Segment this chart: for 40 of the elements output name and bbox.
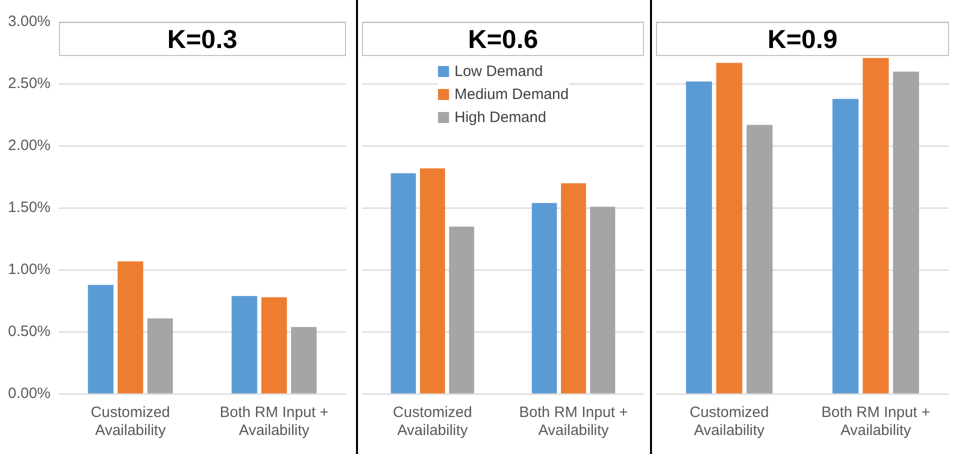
bar — [862, 58, 889, 394]
x-tick-label: Both RM Input + Availability — [821, 404, 930, 440]
bar — [291, 327, 317, 394]
x-tick-label: Both RM Input + Availability — [220, 404, 329, 440]
y-tick-label: 2.00% — [8, 137, 51, 154]
bar — [420, 168, 446, 394]
y-tick-label: 1.50% — [8, 199, 51, 216]
title-frame: K=0.6 — [362, 22, 644, 56]
bar — [832, 98, 858, 394]
y-tick-label: 0.00% — [8, 385, 51, 402]
chart-title: K=0.6 — [468, 24, 538, 54]
title-frame: K=0.3 — [58, 22, 346, 56]
bar — [147, 318, 173, 394]
bar — [390, 173, 416, 394]
bar — [560, 183, 586, 394]
x-tick-label: Both RM Input + Availability — [519, 404, 628, 440]
bar — [449, 226, 474, 394]
y-tick-label: 1.00% — [8, 261, 51, 278]
bar — [261, 297, 287, 394]
bar — [716, 62, 742, 394]
bar — [893, 72, 920, 394]
bar — [590, 206, 616, 394]
y-tick-label: 0.50% — [8, 323, 51, 340]
bar — [686, 82, 712, 394]
chart-title: K=0.9 — [767, 24, 838, 54]
chart-title: K=0.3 — [167, 24, 238, 54]
bar — [118, 261, 144, 394]
legend-label: Low Demand — [454, 63, 543, 80]
x-tick-label: Customized Availability — [690, 404, 769, 440]
y-tick-label: 3.00% — [8, 13, 51, 30]
bar — [232, 296, 258, 394]
legend-label: Medium Demand — [454, 86, 569, 103]
x-tick-label: Customized Availability — [392, 404, 472, 440]
x-tick-label: Customized Availability — [90, 404, 170, 440]
title-frame: K=0.9 — [656, 22, 949, 56]
y-tick-label: 2.50% — [8, 75, 51, 92]
legend-label: High Demand — [454, 109, 546, 126]
bar — [88, 284, 114, 394]
bar — [532, 203, 557, 394]
bar — [746, 124, 773, 394]
